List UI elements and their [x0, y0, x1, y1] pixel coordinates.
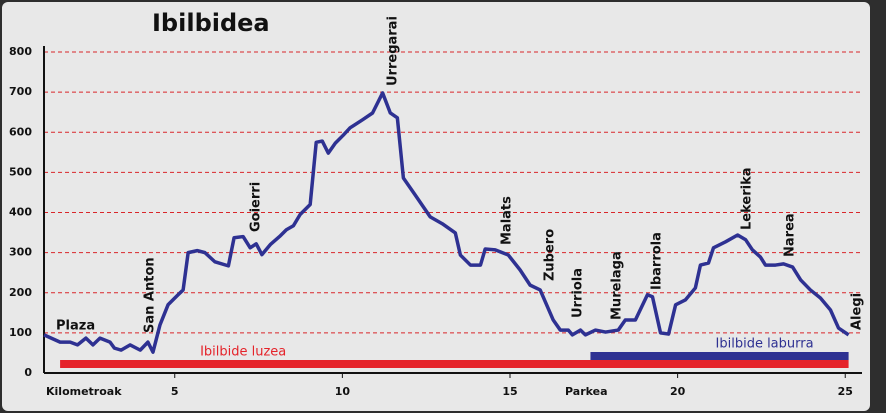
place-label: Malats: [500, 196, 515, 245]
x-tick-label: 5: [171, 385, 179, 398]
place-label: San Anton: [143, 257, 158, 333]
route-bar: [590, 352, 849, 360]
x-tick-label: 25: [838, 385, 853, 398]
x-axis-label: Kilometroak: [46, 385, 122, 398]
chart-title: Ibilbidea: [152, 9, 270, 37]
y-tick-label: 100: [9, 326, 32, 339]
place-label: Urregarai: [386, 16, 401, 86]
panel: [2, 2, 870, 411]
place-label: Lekerika: [740, 168, 755, 231]
place-label: Ibarrola: [650, 232, 665, 290]
elevation-line: [43, 91, 850, 354]
place-label: Plaza: [56, 319, 95, 334]
y-tick-label: 0: [24, 366, 32, 379]
place-label: Alegi: [850, 293, 865, 330]
y-tick-label: 600: [9, 125, 32, 138]
x-tick-label: 10: [335, 385, 351, 398]
y-tick-label: 200: [9, 286, 32, 299]
route-label: Ibilbide luzea: [200, 345, 286, 360]
place-label: Murelaga: [610, 251, 625, 320]
route-bar: [60, 360, 849, 368]
x-tick-label: 20: [670, 385, 686, 398]
place-label: Urriola: [571, 268, 586, 318]
x-extra-label: Parkea: [565, 385, 608, 398]
place-label: Narea: [783, 213, 798, 257]
y-tick-label: 500: [9, 165, 32, 178]
place-label: Goierri: [249, 182, 264, 232]
y-tick-label: 300: [9, 246, 32, 259]
y-tick-label: 700: [9, 85, 32, 98]
x-tick-label: 15: [502, 385, 517, 398]
y-tick-label: 400: [9, 206, 32, 219]
y-tick-label: 800: [9, 45, 32, 58]
route-label: Ibilbide laburra: [716, 337, 814, 352]
place-label: Zubero: [543, 229, 558, 281]
